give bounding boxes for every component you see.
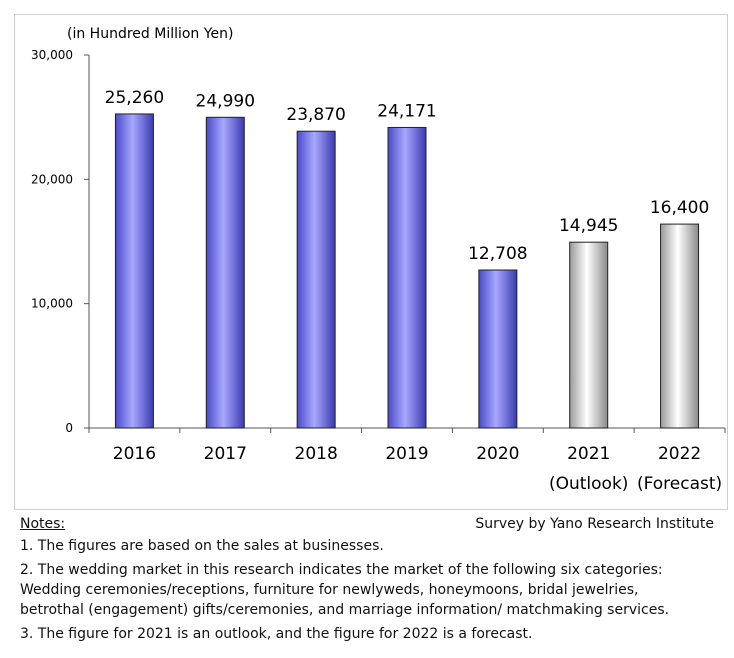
note-line-2: 2. The wedding market in this research i… — [20, 562, 663, 578]
category-sublabel-2022: (Forecast) — [637, 474, 722, 494]
bar-2017 — [205, 116, 245, 429]
note-line-1: 1. The figures are based on the sales at… — [20, 538, 384, 554]
note-line-2-cont-b: betrothal (engagement) gifts/ceremonies,… — [20, 602, 670, 618]
y-tick-label: 20,000 — [31, 172, 73, 186]
category-label-2021: 2021 — [567, 444, 610, 464]
axes: 0 10,000 20,000 30,000 — [31, 48, 726, 435]
y-tick-label: 10,000 — [31, 297, 73, 311]
labels: 25,260 2016 24,990 2017 23,870 2018 24,171 2019… — [105, 88, 722, 494]
notes: Notes: 1. The figures are based on the s… — [20, 514, 720, 644]
bar-2018 — [296, 130, 336, 429]
bar-2016 — [114, 113, 154, 429]
category-label-2017: 2017 — [204, 444, 247, 464]
data-label-2017: 24,990 — [196, 91, 255, 111]
bar-2022 — [660, 223, 700, 429]
category-label-2020: 2020 — [476, 444, 519, 464]
data-label-2016: 25,260 — [105, 88, 164, 108]
category-label-2019: 2019 — [385, 444, 428, 464]
y-tick-label: 30,000 — [31, 48, 73, 62]
unit-label: (in Hundred Million Yen) — [67, 26, 233, 42]
category-sublabel-2021: (Outlook) — [549, 474, 628, 494]
bar-2020 — [478, 269, 518, 429]
note-line-2-cont-a: Wedding ceremonies/receptions, furniture… — [20, 582, 639, 598]
data-label-2022: 16,400 — [650, 198, 709, 218]
bar-2019 — [387, 126, 427, 429]
chart-frame: (in Hundred Million Yen) 0 10,000 20,000 30… — [14, 14, 728, 510]
bar-chart: (in Hundred Million Yen) 0 10,000 20,000 30… — [31, 26, 726, 494]
category-label-2016: 2016 — [113, 444, 156, 464]
category-label-2022: 2022 — [658, 444, 701, 464]
data-label-2018: 23,870 — [286, 105, 345, 125]
source-credit: Survey by Yano Research Institute — [475, 516, 714, 532]
data-label-2019: 24,171 — [377, 101, 436, 121]
data-label-2020: 12,708 — [468, 244, 527, 264]
notes-title: Notes: — [20, 516, 66, 532]
y-tick-label: 0 — [65, 421, 73, 435]
data-label-2021: 14,945 — [559, 216, 618, 236]
note-line-3: 3. The figure for 2021 is an outlook, an… — [20, 626, 533, 642]
bars — [114, 113, 700, 429]
bar-2021 — [569, 241, 609, 429]
category-label-2018: 2018 — [295, 444, 338, 464]
